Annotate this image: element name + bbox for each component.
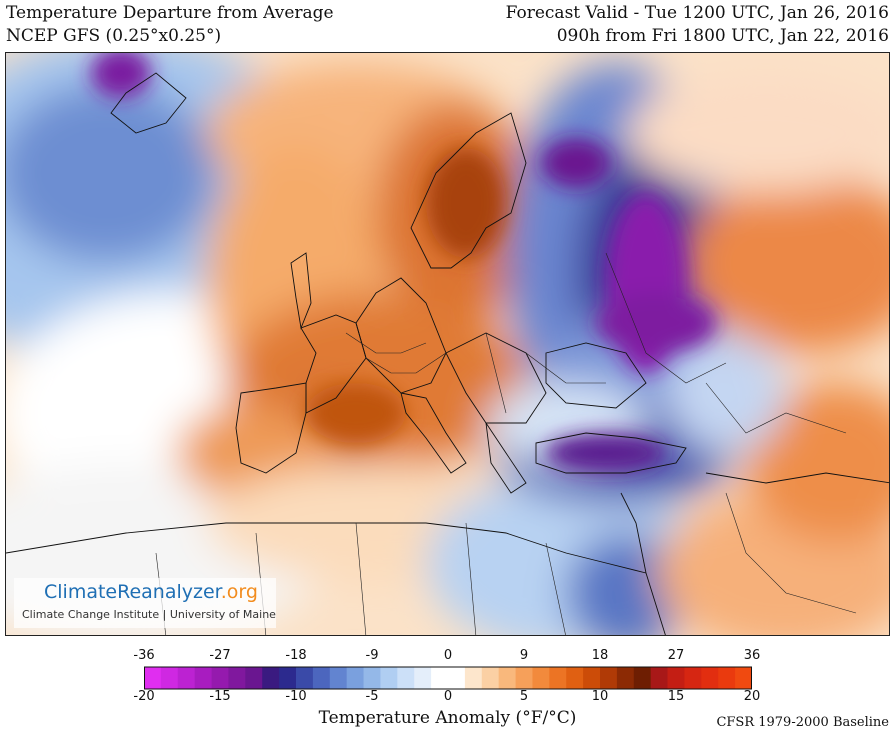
celsius-tick-label: 10: [591, 689, 609, 704]
colorbar-swatch: [211, 667, 229, 689]
colorbar-swatch: [431, 667, 449, 689]
anomaly-field: [6, 53, 889, 635]
colorbar-swatch: [532, 667, 550, 689]
colorbar-title: Temperature Anomaly (°F/°C): [318, 708, 577, 728]
celsius-tick-label: -5: [365, 689, 379, 704]
fahrenheit-tick-label: 18: [591, 648, 609, 663]
fahrenheit-tick-label: -9: [365, 648, 379, 663]
colorbar-swatch: [498, 667, 516, 689]
anomaly-colorbar: [144, 666, 752, 690]
model-label: NCEP GFS (0.25°x0.25°): [6, 26, 222, 46]
colorbar-swatch: [701, 667, 719, 689]
anomaly-map: [5, 52, 890, 636]
colorbar-swatch: [144, 667, 162, 689]
colorbar-swatch: [684, 667, 702, 689]
colorbar-swatch: [549, 667, 567, 689]
colorbar-border: [144, 666, 752, 690]
climate-reanalyzer-logo[interactable]: ClimateReanalyzer.org Climate Change Ins…: [14, 578, 276, 628]
colorbar-swatch: [600, 667, 618, 689]
celsius-tick-label: 0: [443, 689, 453, 704]
colorbar-swatch: [515, 667, 533, 689]
colorbar-swatch: [583, 667, 601, 689]
colorbar-swatch: [718, 667, 736, 689]
fahrenheit-tick-label: -18: [285, 648, 307, 663]
colorbar-swatch: [262, 667, 280, 689]
colorbar-swatch: [735, 667, 752, 689]
colorbar-swatch: [633, 667, 652, 689]
celsius-tick-label: -10: [285, 689, 307, 704]
colorbar-swatch: [448, 667, 466, 689]
celsius-tick-label: -15: [209, 689, 231, 704]
colorbar-swatch: [346, 667, 364, 689]
map-canvas: [6, 53, 889, 635]
colorbar-swatch: [329, 667, 348, 689]
colorbar-swatch: [363, 667, 381, 689]
fahrenheit-tick-label: -27: [209, 648, 231, 663]
celsius-tick-label: 5: [519, 689, 529, 704]
colorbar-swatch: [228, 667, 246, 689]
anomaly-extremes: [91, 53, 716, 473]
colorbar-swatch: [312, 667, 331, 689]
celsius-tick-label: 15: [667, 689, 685, 704]
colorbar-swatch: [177, 667, 196, 689]
colorbar-swatch: [160, 667, 179, 689]
colorbar-swatch: [194, 667, 212, 689]
map-title: Temperature Departure from Average: [6, 3, 334, 23]
coastlines: [6, 72, 889, 635]
celsius-tick-label: 20: [743, 689, 761, 704]
colorbar-swatch: [667, 667, 685, 689]
forecast-valid-label: Forecast Valid - Tue 1200 UTC, Jan 26, 2…: [505, 3, 889, 23]
colorbar-swatch: [245, 667, 263, 689]
colorbar-swatch: [380, 667, 398, 689]
fahrenheit-tick-label: -36: [133, 648, 155, 663]
colorbar-swatch: [464, 667, 483, 689]
colorbar-swatch: [414, 667, 432, 689]
logo-wordmark: ClimateReanalyzer.org: [44, 581, 258, 603]
colorbar-swatch: [481, 667, 500, 689]
baseline-label: CFSR 1979-2000 Baseline: [716, 715, 889, 730]
fahrenheit-tick-label: 27: [667, 648, 685, 663]
colorbar-swatch: [296, 667, 314, 689]
colorbar-swatch: [566, 667, 584, 689]
colorbar-swatch: [397, 667, 415, 689]
colorbar-swatch: [616, 667, 635, 689]
fahrenheit-tick-label: 9: [519, 648, 529, 663]
colorbar-swatch: [650, 667, 668, 689]
celsius-tick-label: -20: [133, 689, 155, 704]
fahrenheit-tick-label: 36: [743, 648, 761, 663]
forecast-lead-label: 090h from Fri 1800 UTC, Jan 22, 2016: [556, 26, 889, 46]
colorbar-swatch: [279, 667, 297, 689]
fahrenheit-tick-label: 0: [443, 648, 453, 663]
logo-affiliation: Climate Change Institute | University of…: [22, 608, 276, 621]
